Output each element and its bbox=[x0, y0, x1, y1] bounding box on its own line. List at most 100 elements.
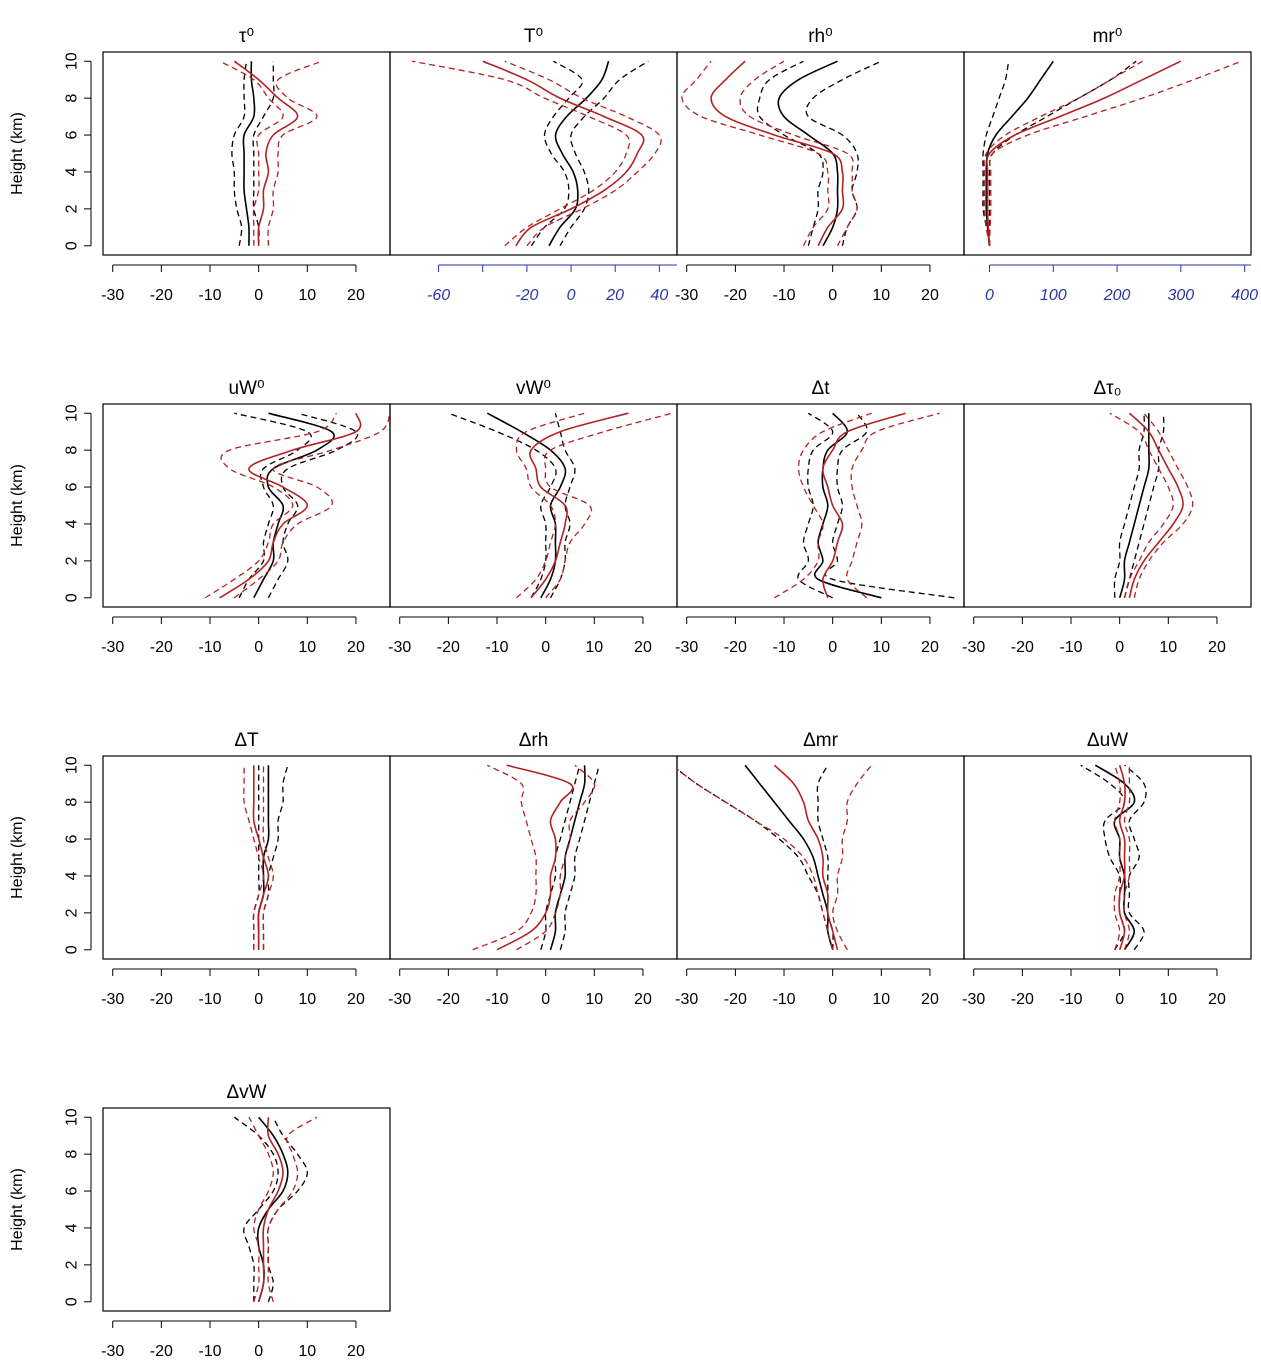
panel-7: Δt -30 -20 -10 0 10 20 bbox=[675, 378, 965, 656]
x-tick-label: -10 bbox=[198, 639, 221, 656]
model-bound-line bbox=[1133, 412, 1194, 598]
x-tick-label: -20 bbox=[724, 287, 747, 304]
model-bound-line bbox=[516, 764, 596, 951]
panel-curves bbox=[773, 412, 955, 599]
observed-bound-line bbox=[677, 768, 834, 950]
observed-bound-line bbox=[988, 60, 1137, 246]
y-tick-label: 0 bbox=[64, 593, 81, 602]
panel-13: ΔvW -30 -20 -10 0 10 20 0 2 4 6 8 10 Height (km) bbox=[9, 1082, 391, 1360]
observed-mean-line bbox=[813, 412, 882, 599]
x-tick-label: 300 bbox=[1167, 287, 1194, 304]
x-tick-label: 10 bbox=[298, 991, 316, 1008]
x-tick-label: 20 bbox=[921, 639, 939, 656]
x-tick-label: 20 bbox=[347, 1343, 365, 1360]
observed-bound-line bbox=[252, 61, 275, 246]
panel-title: τ⁰ bbox=[239, 26, 254, 47]
panel-title: ΔvW bbox=[226, 1082, 266, 1103]
observed-bound-line bbox=[1123, 413, 1165, 598]
x-tick-label: 20 bbox=[634, 991, 652, 1008]
observed-bound-line bbox=[267, 412, 359, 599]
observed-bound-line bbox=[824, 412, 955, 599]
x-tick-label: -10 bbox=[485, 639, 508, 656]
x-tick-label: 40 bbox=[650, 287, 668, 304]
x-tick-label: 10 bbox=[298, 1343, 316, 1360]
x-tick-label: 0 bbox=[828, 287, 837, 304]
y-axis-label: Height (km) bbox=[9, 464, 26, 547]
panel-10: Δrh -30 -20 -10 0 10 20 bbox=[388, 730, 678, 1008]
panel-12: ΔuW -30 -20 -10 0 10 20 bbox=[962, 730, 1252, 1008]
x-tick-label: 0 bbox=[541, 991, 550, 1008]
panel-frame bbox=[676, 403, 965, 608]
model-bound-line bbox=[504, 60, 662, 247]
y-tick-label: 2 bbox=[64, 556, 81, 565]
observed-mean-line bbox=[985, 60, 1054, 246]
y-tick-label: 10 bbox=[64, 52, 81, 70]
y-tick-label: 2 bbox=[64, 908, 81, 917]
x-tick-label: -20 bbox=[1011, 991, 1034, 1008]
x-tick-label: 0 bbox=[254, 639, 263, 656]
panel-11: Δmr -30 -20 -10 0 10 20 bbox=[675, 730, 965, 1008]
panel-curves bbox=[448, 412, 673, 599]
y-tick-label: 6 bbox=[64, 130, 81, 139]
panel-curves bbox=[472, 764, 600, 951]
model-bound-line bbox=[262, 765, 274, 950]
panel-title: Δτ₀ bbox=[1093, 378, 1121, 399]
x-tick-label: -20 bbox=[150, 1343, 173, 1360]
x-tick-label: 10 bbox=[585, 991, 603, 1008]
observed-bound-line bbox=[234, 412, 312, 599]
observed-mean-line bbox=[486, 412, 567, 599]
x-tick-label: 0 bbox=[254, 1343, 263, 1360]
x-tick-label: 20 bbox=[347, 287, 365, 304]
x-tick-label: 0 bbox=[1115, 639, 1124, 656]
panel-curves bbox=[1109, 412, 1194, 599]
x-tick-label: 20 bbox=[921, 991, 939, 1008]
panel-frame bbox=[389, 403, 678, 608]
model-mean-line bbox=[496, 764, 574, 951]
model-bound-line bbox=[267, 1116, 318, 1302]
observed-bound-line bbox=[233, 1116, 279, 1302]
panel-curves bbox=[243, 765, 289, 950]
observed-bound-line bbox=[267, 1116, 308, 1302]
x-tick-label: 0 bbox=[1115, 991, 1124, 1008]
model-bound-line bbox=[677, 768, 834, 950]
x-tick-label: 20 bbox=[634, 639, 652, 656]
x-tick-label: -60 bbox=[427, 287, 450, 304]
observed-bound-line bbox=[982, 61, 1010, 246]
panel-1: τ⁰ -30 -20 -10 0 10 20 0 2 4 6 8 10 Height (km) bbox=[9, 26, 391, 304]
x-tick-label: 20 bbox=[1208, 639, 1226, 656]
x-tick-label: -30 bbox=[101, 991, 124, 1008]
model-mean-line bbox=[822, 412, 906, 599]
observed-mean-line bbox=[744, 764, 834, 951]
x-tick-label: 0 bbox=[254, 287, 263, 304]
x-tick-label: -10 bbox=[772, 991, 795, 1008]
x-tick-label: -20 bbox=[150, 287, 173, 304]
x-tick-label: 10 bbox=[1159, 991, 1177, 1008]
panel-curves bbox=[1080, 764, 1147, 951]
observed-mean-line bbox=[1094, 764, 1136, 951]
panel-title: Δt bbox=[812, 378, 831, 399]
panel-curves bbox=[982, 60, 1242, 246]
model-bound-line bbox=[543, 412, 673, 599]
y-axis-label: Height (km) bbox=[9, 112, 26, 195]
y-tick-label: 6 bbox=[64, 1186, 81, 1195]
x-tick-label: 0 bbox=[254, 991, 263, 1008]
y-tick-label: 8 bbox=[64, 94, 81, 103]
model-bound-line bbox=[411, 60, 631, 247]
model-mean-line bbox=[257, 1117, 284, 1303]
x-tick-label: -10 bbox=[198, 287, 221, 304]
model-bound-line bbox=[1113, 765, 1121, 950]
observed-bound-line bbox=[231, 61, 248, 246]
model-mean-line bbox=[529, 412, 629, 599]
observed-bound-line bbox=[1080, 764, 1126, 951]
model-bound-line bbox=[739, 60, 858, 247]
x-tick-label: 0 bbox=[985, 287, 994, 304]
y-axis-label: Height (km) bbox=[9, 1168, 26, 1251]
observed-bound-line bbox=[1124, 764, 1147, 951]
y-tick-label: 2 bbox=[64, 1260, 81, 1269]
model-mean-line bbox=[1128, 412, 1184, 598]
y-tick-label: 0 bbox=[64, 241, 81, 250]
x-tick-label: -30 bbox=[388, 991, 411, 1008]
x-tick-label: 20 bbox=[605, 287, 624, 304]
panel-title: ΔuW bbox=[1087, 730, 1128, 751]
